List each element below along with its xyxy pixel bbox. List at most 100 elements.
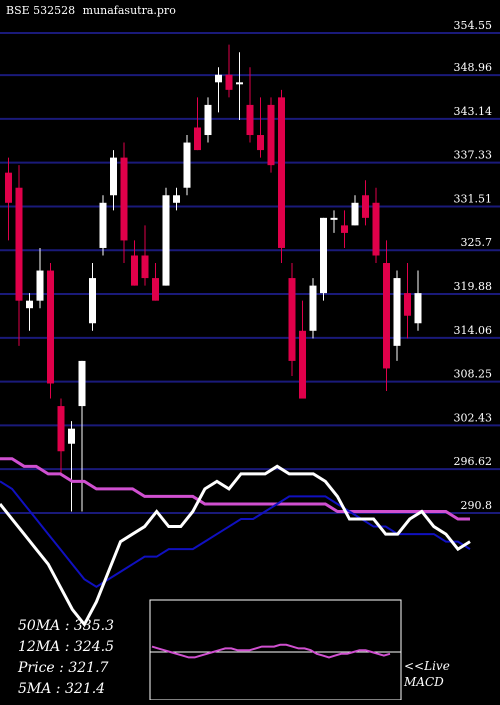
- y-tick-label: 325.7: [461, 236, 493, 249]
- candle: [225, 44, 233, 98]
- candle: [162, 187, 170, 286]
- candle-body: [362, 195, 369, 218]
- ma5-stat: 5MA : 321.4: [18, 681, 105, 697]
- candle-body: [372, 202, 380, 256]
- candle-body: [173, 195, 180, 203]
- ma12-label: 12MA: [18, 639, 60, 655]
- macd-live-label: <<Live: [404, 659, 450, 673]
- ma-mid-line: [0, 480, 471, 588]
- candle-body: [414, 293, 422, 324]
- candle-body: [120, 157, 128, 241]
- candle: [330, 210, 338, 233]
- candle-body: [309, 285, 317, 331]
- candle: [236, 52, 243, 120]
- candle: [309, 278, 317, 339]
- y-tick-label: 290.8: [461, 499, 493, 512]
- candle-body: [57, 406, 65, 452]
- candle: [141, 225, 149, 286]
- candle: [204, 97, 212, 143]
- ticker-label: BSE 532528: [6, 4, 75, 17]
- price-value: 321.7: [68, 660, 108, 676]
- ma12-stat: 12MA : 324.5: [18, 639, 114, 655]
- candle-body: [110, 157, 117, 196]
- candle-body: [99, 202, 107, 248]
- price-label: Price: [17, 660, 55, 676]
- candle: [131, 240, 138, 286]
- candle: [152, 263, 159, 301]
- candle-body: [225, 74, 233, 90]
- y-tick-label: 308.25: [454, 368, 493, 381]
- y-tick-label: 343.14: [454, 105, 493, 118]
- candle: [47, 263, 54, 399]
- ma50-label: 50MA: [18, 618, 60, 634]
- y-tick-label: 302.43: [454, 411, 493, 424]
- candle: [26, 293, 33, 331]
- candle: [194, 97, 201, 151]
- candle: [414, 270, 422, 331]
- candle: [68, 421, 75, 512]
- candle-body: [257, 135, 264, 151]
- candle: [36, 247, 44, 309]
- candle: [257, 97, 264, 158]
- candle-body: [194, 127, 201, 151]
- candle: [362, 180, 369, 226]
- site-label: munafasutra.pro: [83, 4, 177, 17]
- candle: [372, 187, 380, 264]
- ma12-value: 324.5: [74, 639, 114, 655]
- macd-title: MACD: [403, 675, 444, 689]
- candle: [173, 187, 180, 211]
- y-tick-label: 348.96: [454, 61, 493, 74]
- y-tick-label: 337.33: [454, 149, 493, 162]
- ma-short-line: [0, 464, 471, 628]
- candle-body: [141, 255, 149, 279]
- candle: [404, 263, 411, 339]
- candle-body: [204, 104, 212, 136]
- candle-body: [36, 270, 44, 301]
- candle-body: [330, 217, 338, 220]
- candle-body: [299, 330, 306, 399]
- macd-panel: <<Live MACD: [149, 599, 450, 701]
- candle-body: [5, 172, 12, 203]
- candle-body: [267, 104, 275, 166]
- candle-body: [68, 428, 75, 444]
- grid-lines: [0, 32, 500, 514]
- candle-body: [47, 270, 54, 384]
- candle-body: [78, 360, 86, 407]
- macd-line: [151, 643, 391, 659]
- y-tick-label: 331.51: [454, 192, 493, 205]
- candle-body: [320, 217, 327, 294]
- candle-body: [278, 97, 285, 248]
- candle-body: [341, 225, 348, 233]
- candle: [383, 240, 390, 392]
- candle: [351, 195, 359, 226]
- candle-body: [131, 255, 138, 286]
- y-tick-label: 319.88: [454, 280, 493, 293]
- chart-header: BSE 532528 munafasutra.pro: [6, 4, 176, 17]
- candle-body: [383, 263, 390, 369]
- ma50-value: 335.3: [74, 618, 114, 634]
- candle: [78, 360, 86, 512]
- candle-body: [246, 104, 254, 136]
- candle: [278, 89, 285, 264]
- candle-body: [15, 187, 23, 301]
- candle-body: [236, 82, 243, 85]
- candle: [15, 165, 23, 346]
- candle: [215, 67, 222, 113]
- candle-body: [183, 142, 191, 188]
- candle-body: [26, 300, 33, 309]
- candle: [393, 270, 401, 361]
- candle-body: [404, 293, 411, 316]
- candle-body: [393, 278, 401, 346]
- candle-body: [152, 278, 159, 301]
- moving-average-lines: [0, 457, 471, 628]
- price-stat: Price : 321.7: [17, 660, 109, 676]
- y-tick-label: 354.55: [454, 19, 493, 32]
- candle-body: [351, 202, 359, 226]
- candle: [57, 398, 65, 474]
- candle-body: [288, 278, 296, 361]
- candle-body: [162, 195, 170, 286]
- candle: [110, 150, 117, 211]
- ma-long-line: [0, 457, 470, 521]
